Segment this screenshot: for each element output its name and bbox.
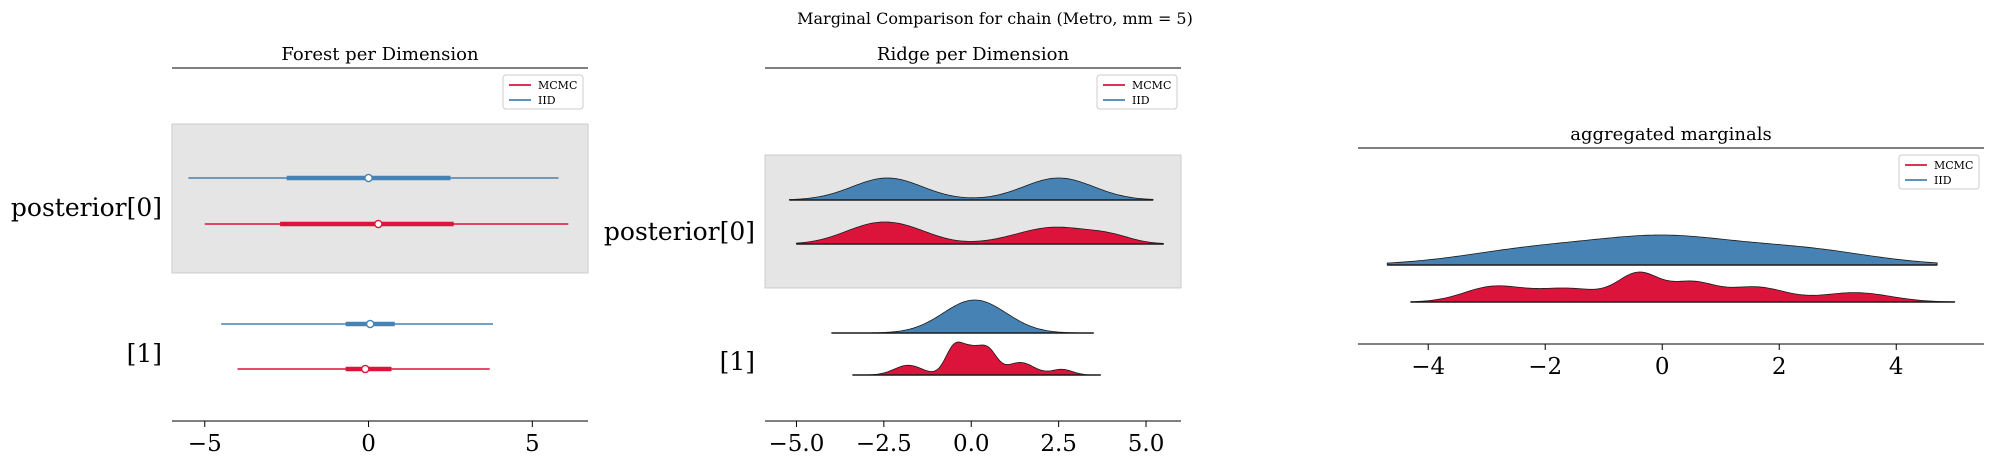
x-tick-label: −2	[1528, 354, 1562, 380]
legend-label-mcmc: MCMC	[1132, 79, 1171, 92]
x-tick-label: 4	[1889, 354, 1904, 380]
row-band	[171, 123, 589, 274]
x-tick-label: −5.0	[769, 431, 825, 457]
legend: MCMC IID	[1898, 154, 1980, 190]
x-tick-label: 0	[361, 431, 376, 457]
legend-label-iid: IID	[538, 94, 556, 107]
row-label: [1]	[127, 339, 162, 368]
panel-1: Forest per Dimension posterior[0] [1] −5 0 5 M…	[11, 44, 589, 457]
legend-label-mcmc: MCMC	[1934, 159, 1973, 172]
ridge-density-mcmc	[796, 221, 1164, 245]
legend-label-mcmc: MCMC	[538, 79, 577, 92]
legend-label-iid: IID	[1934, 174, 1952, 187]
legend: MCMC IID	[1096, 74, 1178, 110]
x-tick-label: −5	[188, 431, 222, 457]
panel-2: Ridge per Dimension posterior[0] [1] −5.0 −2…	[604, 44, 1182, 457]
ridge-density-mcmc	[1410, 271, 1956, 303]
forest-median-mcmc	[360, 364, 370, 374]
x-tick-label: 5.0	[1128, 431, 1165, 457]
ridge-density-iid	[789, 177, 1154, 201]
panel-title: Ridge per Dimension	[877, 44, 1070, 65]
x-tick-label: 2.5	[1040, 431, 1077, 457]
row-label: posterior[0]	[604, 217, 755, 246]
forest-median-iid	[365, 319, 375, 329]
x-tick-label: 0	[1655, 354, 1670, 380]
x-tick-label: −4	[1411, 354, 1445, 380]
forest-median-mcmc	[374, 219, 383, 229]
panel-title: Forest per Dimension	[281, 44, 479, 65]
row-label: [1]	[720, 347, 755, 376]
legend: MCMC IID	[502, 74, 584, 110]
ridge-density-iid	[1386, 234, 1938, 266]
legend-label-iid: IID	[1132, 94, 1150, 107]
ridge-density-mcmc	[852, 341, 1101, 376]
row-band	[764, 154, 1182, 289]
x-tick-label: 2	[1772, 354, 1787, 380]
row-label: posterior[0]	[11, 193, 162, 222]
x-tick-label: 0.0	[953, 431, 990, 457]
figure-title: Marginal Comparison for chain (Metro, mm…	[797, 9, 1193, 28]
ridge-density-iid	[831, 299, 1095, 334]
panel-title: aggregated marginals	[1570, 124, 1771, 145]
x-tick-label: −2.5	[856, 431, 912, 457]
panel-3: aggregated marginals −4 −2 0 2 4 MCMC IID	[1358, 124, 1984, 380]
x-tick-label: 5	[525, 431, 540, 457]
forest-median-iid	[364, 173, 373, 183]
